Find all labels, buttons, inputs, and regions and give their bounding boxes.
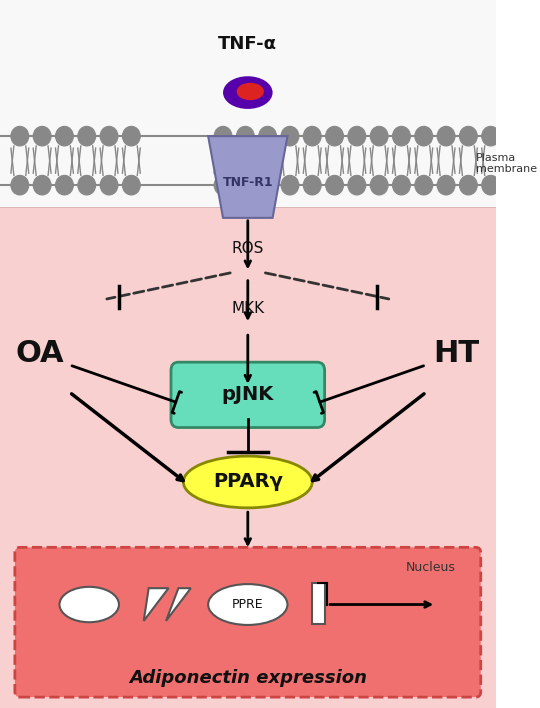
Circle shape [393, 126, 410, 146]
Circle shape [100, 176, 118, 195]
Circle shape [56, 126, 73, 146]
Circle shape [326, 126, 343, 146]
Circle shape [303, 176, 321, 195]
Bar [0, 0, 496, 207]
Circle shape [56, 176, 73, 195]
Circle shape [11, 176, 29, 195]
Text: Nucleus: Nucleus [406, 561, 456, 574]
Circle shape [393, 176, 410, 195]
Circle shape [281, 126, 299, 146]
Circle shape [482, 176, 500, 195]
Polygon shape [208, 136, 287, 218]
Text: TNF-R1: TNF-R1 [222, 176, 273, 189]
Circle shape [123, 126, 140, 146]
Circle shape [460, 126, 477, 146]
Text: TNF-α: TNF-α [218, 35, 278, 52]
Circle shape [123, 176, 140, 195]
Circle shape [303, 126, 321, 146]
Circle shape [348, 176, 366, 195]
Circle shape [78, 176, 96, 195]
Ellipse shape [223, 76, 273, 109]
Circle shape [281, 176, 299, 195]
Circle shape [370, 126, 388, 146]
Circle shape [482, 126, 500, 146]
Circle shape [370, 176, 388, 195]
Circle shape [11, 126, 29, 146]
Circle shape [437, 126, 455, 146]
Circle shape [259, 176, 276, 195]
Text: PPARγ: PPARγ [213, 472, 283, 491]
Polygon shape [166, 588, 191, 621]
Ellipse shape [237, 83, 264, 101]
Circle shape [415, 176, 433, 195]
Text: MKK: MKK [231, 301, 265, 316]
Text: PPRE: PPRE [232, 598, 264, 611]
Ellipse shape [59, 587, 119, 622]
Circle shape [100, 126, 118, 146]
Circle shape [237, 176, 254, 195]
Circle shape [460, 176, 477, 195]
Ellipse shape [208, 584, 287, 625]
Ellipse shape [184, 456, 312, 508]
Text: OA: OA [15, 340, 64, 368]
Circle shape [259, 126, 276, 146]
Circle shape [437, 176, 455, 195]
Circle shape [326, 176, 343, 195]
Circle shape [214, 126, 232, 146]
Circle shape [33, 126, 51, 146]
Circle shape [33, 176, 51, 195]
Circle shape [78, 126, 96, 146]
Circle shape [237, 126, 254, 146]
Circle shape [415, 126, 433, 146]
Text: ROS: ROS [232, 241, 264, 256]
Text: Adiponectin expression: Adiponectin expression [129, 669, 367, 687]
FancyBboxPatch shape [15, 547, 481, 697]
Polygon shape [144, 588, 168, 621]
Text: HT: HT [433, 340, 479, 368]
Circle shape [214, 176, 232, 195]
Circle shape [348, 126, 366, 146]
Text: Plasma
membrane: Plasma membrane [476, 153, 537, 174]
Text: pJNK: pJNK [222, 385, 274, 404]
FancyBboxPatch shape [171, 362, 325, 428]
Bar [0, 207, 496, 708]
Bar [312, 583, 325, 624]
